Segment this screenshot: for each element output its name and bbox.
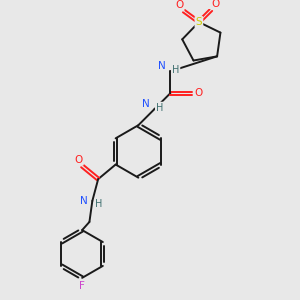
- Text: N: N: [80, 196, 88, 206]
- Text: O: O: [194, 88, 203, 98]
- Text: N: N: [158, 61, 166, 71]
- Text: H: H: [156, 103, 163, 113]
- Text: F: F: [79, 281, 85, 291]
- Text: S: S: [196, 17, 202, 27]
- Text: O: O: [212, 0, 220, 9]
- Text: O: O: [74, 154, 83, 165]
- Text: O: O: [175, 0, 184, 10]
- Text: N: N: [142, 99, 150, 109]
- Text: H: H: [95, 200, 102, 209]
- Text: H: H: [172, 65, 179, 75]
